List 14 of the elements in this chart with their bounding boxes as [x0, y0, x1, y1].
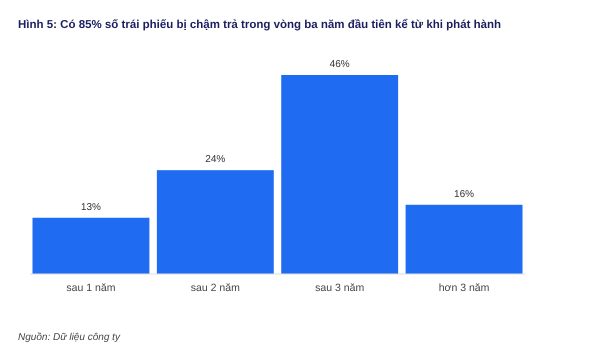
x-tick-label: sau 1 năm — [66, 282, 116, 294]
bar — [32, 218, 150, 274]
x-tick-label: hơn 3 năm — [438, 282, 490, 294]
data-label: 46% — [330, 59, 350, 70]
x-tick-label: sau 2 năm — [190, 282, 240, 294]
data-label: 16% — [454, 188, 474, 200]
chart-title: Hình 5: Có 85% số trái phiếu bị chậm trả trong vòng ba năm đầu tiên kể từ khi phát hành — [18, 18, 502, 31]
data-label: 13% — [80, 202, 102, 213]
text: Nguồn: Dữ liệu công ty — [18, 332, 121, 343]
data-label: 24% — [205, 154, 226, 166]
bar — [406, 204, 523, 274]
x-tick-label: sau 3 năm — [315, 282, 364, 294]
bar — [281, 75, 398, 274]
bar — [156, 170, 274, 274]
